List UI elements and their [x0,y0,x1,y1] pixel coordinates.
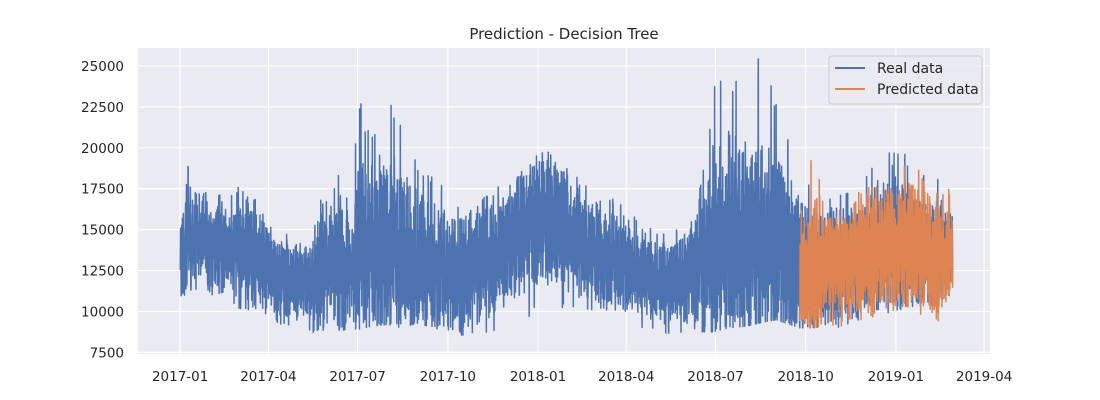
y-tick-label-5: 20000 [81,141,124,157]
x-tick-label-8: 2019-01 [868,369,924,385]
x-tick-label-0: 2017-01 [152,369,208,385]
legend-label-0: Real data [877,61,943,77]
y-tick-label-6: 22500 [81,100,124,116]
y-tick-label-0: 7500 [90,345,124,361]
x-tick-label-2: 2017-07 [329,369,385,385]
y-axis-ticks: 7500 10000 12500 15000 17500 20000 22500 25000 [81,59,124,361]
x-tick-label-6: 2018-07 [687,369,743,385]
x-tick-label-1: 2017-04 [240,369,296,385]
legend-label-1: Predicted data [877,82,979,98]
series-layer [179,58,954,336]
x-axis-ticks: 2017-01 2017-04 2017-07 2017-10 2018-01 2018-… [152,369,1012,385]
x-tick-label-4: 2018-01 [510,369,566,385]
x-tick-label-9: 2019-04 [956,369,1012,385]
legend-box [828,55,983,105]
x-tick-label-7: 2018-10 [777,369,833,385]
y-tick-label-3: 15000 [81,223,124,239]
y-tick-label-4: 17500 [81,182,124,198]
x-tick-label-5: 2018-04 [598,369,654,385]
chart-title: Prediction - Decision Tree [469,25,658,43]
legend: Real data Predicted data [828,55,983,105]
y-tick-label-2: 12500 [81,264,124,280]
x-tick-label-3: 2017-10 [420,369,476,385]
y-tick-label-1: 10000 [81,304,124,320]
series-line-predicted-data [799,159,954,329]
y-tick-label-7: 25000 [81,59,124,75]
